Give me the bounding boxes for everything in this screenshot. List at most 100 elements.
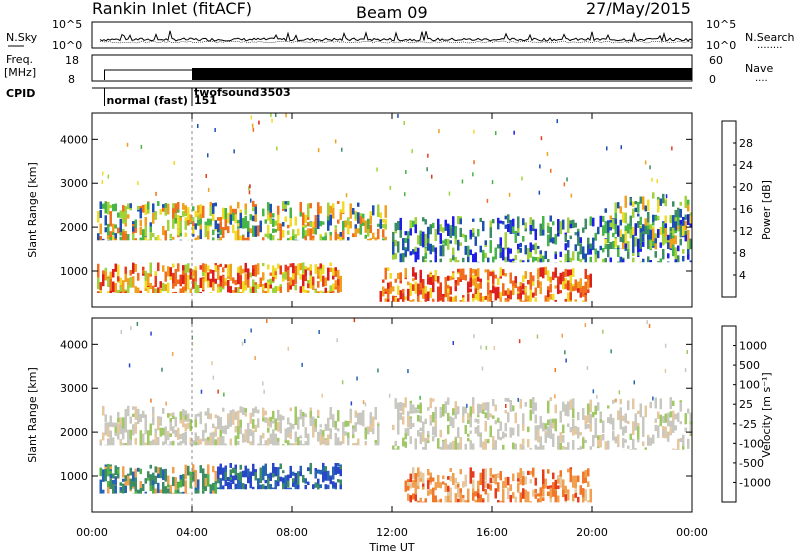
power-cell: [302, 212, 305, 225]
power-cell: [677, 208, 680, 217]
power-cell: [505, 232, 508, 244]
power-cell: [467, 257, 470, 263]
vel-cell: [667, 432, 670, 442]
vel-cell: [152, 480, 155, 485]
power-cell: [615, 248, 618, 249]
vel-cell: [602, 434, 605, 441]
vel-cell: [417, 430, 420, 436]
vel-cell: [422, 447, 425, 450]
power-cell: [435, 255, 438, 263]
vel-cell: [587, 424, 590, 428]
power-noise-cell: [285, 113, 287, 117]
power-cell: [360, 216, 363, 224]
power-cell: [485, 296, 488, 300]
time-tick-label: 12:00: [376, 526, 408, 539]
power-cell: [160, 281, 163, 288]
power-cell: [660, 258, 663, 262]
power-cell: [437, 276, 440, 282]
vel-cell: [350, 409, 353, 420]
power-cell: [457, 216, 460, 224]
vel-cell: [547, 469, 550, 473]
power-noise-cell: [651, 178, 653, 182]
vel-cell: [455, 478, 458, 484]
power-cell: [435, 229, 438, 241]
vel-cell: [647, 437, 650, 446]
vel-cell: [520, 468, 523, 478]
power-cell: [382, 238, 385, 240]
power-cell: [367, 239, 370, 240]
power-cell: [467, 294, 470, 302]
vel-cell: [662, 429, 665, 436]
vel-cell: [222, 426, 225, 434]
vel-cell: [340, 444, 343, 446]
vel-noise-cell: [564, 350, 566, 354]
cpid-segment-id-1: 3503: [260, 86, 291, 99]
power-cell: [382, 224, 385, 228]
vel-cell: [362, 410, 365, 420]
power-cell: [400, 275, 403, 281]
vel-cell: [440, 482, 443, 488]
vel-cell: [670, 411, 673, 417]
power-cell: [525, 245, 528, 254]
vel-cell: [270, 434, 273, 442]
power-cell: [270, 204, 273, 214]
power-cell: [187, 263, 190, 272]
power-noise-cell: [108, 175, 110, 179]
power-cell: [150, 226, 153, 232]
power-cell: [185, 273, 188, 283]
vel-cell: [162, 428, 165, 436]
nsearch-trace: [100, 41, 691, 43]
power-cell: [387, 289, 390, 300]
power-cell: [235, 231, 238, 240]
vel-cell: [157, 418, 160, 430]
power-cell: [372, 205, 375, 215]
vel-cell: [265, 440, 268, 445]
power-cell: [572, 220, 575, 228]
power-cell: [440, 259, 443, 263]
power-cell: [472, 269, 475, 274]
vel-cell: [562, 479, 565, 489]
vel-cell: [440, 499, 443, 503]
power-cell: [530, 225, 533, 231]
vel-cell: [152, 407, 155, 414]
power-cell: [150, 283, 153, 289]
vel-cell: [535, 489, 538, 494]
power-noise-cell: [547, 152, 549, 156]
vel-cell: [320, 484, 323, 488]
power-cell: [362, 218, 365, 222]
power-cell: [210, 219, 213, 224]
vel-cell: [292, 483, 295, 487]
vel-cell: [362, 420, 365, 427]
vel-cell: [195, 480, 198, 488]
vel-cell: [170, 413, 173, 416]
power-cell: [397, 286, 400, 295]
vel-cell: [300, 435, 303, 438]
power-noise-cell: [250, 199, 252, 203]
vel-cell: [182, 411, 185, 417]
vel-cell: [500, 501, 503, 502]
power-cell: [222, 276, 225, 288]
vel-cell: [247, 423, 250, 436]
vel-cell: [585, 416, 588, 426]
power-cell: [100, 292, 103, 293]
power-cell: [630, 198, 633, 203]
vel-cell: [427, 490, 430, 496]
vel-cell: [507, 398, 510, 402]
vel-cell: [442, 481, 445, 484]
vel-cell: [237, 411, 240, 423]
power-cell: [322, 221, 325, 224]
vel-noise-cell: [250, 329, 252, 333]
vel-cell: [242, 471, 245, 478]
vel-cell: [445, 401, 448, 413]
power-cell: [382, 219, 385, 223]
vel-cell: [317, 432, 320, 442]
power-cell: [112, 282, 115, 293]
power-cell: [377, 229, 380, 239]
power-noise-cell: [509, 193, 511, 197]
power-cell: [372, 233, 375, 239]
vel-cell: [525, 499, 528, 502]
power-cell: [185, 221, 188, 230]
power-cell: [272, 213, 275, 217]
power-cell: [590, 244, 593, 249]
vel-noise-cell: [288, 347, 290, 351]
